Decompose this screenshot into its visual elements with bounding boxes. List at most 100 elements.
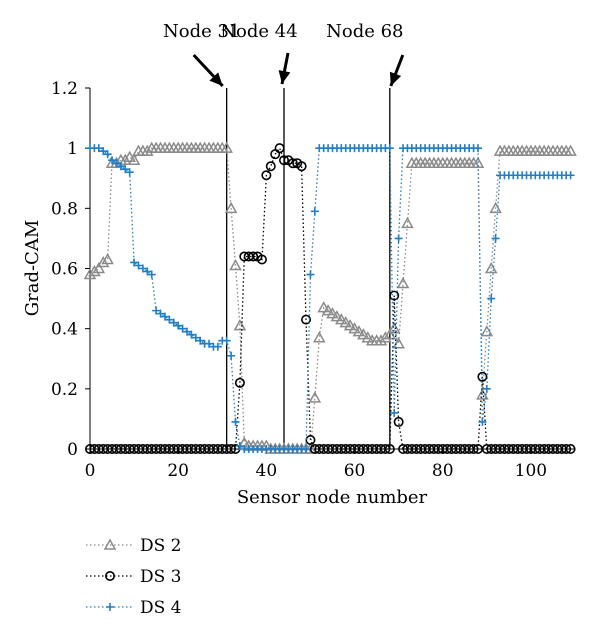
data-point bbox=[226, 443, 237, 454]
data-point bbox=[121, 165, 130, 174]
data-point bbox=[374, 334, 388, 346]
series-layer bbox=[83, 141, 577, 454]
x-tick-label: 40 bbox=[256, 461, 278, 481]
legend-label: DS 4 bbox=[140, 598, 182, 618]
data-point bbox=[108, 156, 117, 165]
data-point bbox=[312, 331, 326, 343]
x-tick-label: 20 bbox=[167, 461, 189, 481]
data-point bbox=[235, 441, 244, 450]
data-point bbox=[123, 150, 136, 162]
data-point bbox=[306, 270, 315, 279]
annotation-arrow-head bbox=[278, 70, 291, 84]
legend-item: DS 4 bbox=[86, 598, 182, 618]
y-tick-label: 1.2 bbox=[51, 79, 78, 99]
data-point bbox=[326, 307, 339, 319]
series-line bbox=[90, 147, 571, 450]
data-point bbox=[296, 161, 307, 172]
data-point bbox=[484, 261, 498, 274]
legend-marker bbox=[105, 570, 116, 581]
data-point bbox=[566, 171, 575, 180]
data-point bbox=[339, 316, 353, 328]
data-point bbox=[274, 143, 285, 154]
data-point bbox=[234, 377, 245, 388]
data-point bbox=[482, 384, 491, 393]
data-point bbox=[489, 201, 502, 214]
data-point bbox=[147, 270, 156, 279]
y-tick-label: 0.2 bbox=[51, 380, 78, 400]
data-point bbox=[394, 234, 403, 243]
annotation-arrow-head bbox=[389, 71, 402, 86]
data-point bbox=[477, 371, 488, 382]
x-tick-label: 100 bbox=[515, 461, 547, 481]
series-line bbox=[89, 147, 571, 450]
data-point bbox=[134, 261, 143, 270]
data-point bbox=[287, 158, 298, 169]
data-point bbox=[227, 351, 236, 360]
data-point bbox=[94, 144, 103, 153]
data-point bbox=[396, 276, 410, 289]
data-point bbox=[220, 141, 233, 153]
data-point bbox=[561, 443, 572, 454]
data-point bbox=[92, 261, 106, 274]
data-point bbox=[565, 443, 576, 454]
data-point bbox=[321, 304, 335, 316]
node-annotation-label: Node 44 bbox=[220, 21, 297, 42]
data-point bbox=[278, 155, 289, 166]
y-tick-label: 1 bbox=[67, 139, 78, 159]
data-point bbox=[476, 388, 489, 400]
data-point bbox=[130, 258, 139, 267]
data-point bbox=[357, 328, 370, 340]
data-point bbox=[96, 255, 110, 268]
data-point bbox=[564, 144, 577, 156]
x-tick-label: 80 bbox=[432, 461, 454, 481]
data-point bbox=[308, 391, 322, 403]
data-point bbox=[265, 161, 276, 172]
data-point bbox=[301, 314, 312, 325]
legend-label: DS 2 bbox=[140, 536, 182, 556]
data-point bbox=[116, 162, 125, 171]
data-point bbox=[343, 319, 357, 331]
legend: DS 2 DS 3 DS 4 bbox=[86, 536, 182, 618]
data-point bbox=[205, 339, 214, 348]
data-point bbox=[305, 434, 316, 445]
y-tick-label: 0 bbox=[67, 440, 78, 460]
data-point bbox=[487, 294, 496, 303]
y-tick-label: 0.4 bbox=[51, 320, 78, 340]
data-point bbox=[231, 417, 240, 426]
x-tick-label: 0 bbox=[85, 461, 96, 481]
data-point bbox=[178, 324, 187, 333]
data-point bbox=[330, 310, 344, 322]
data-point bbox=[101, 252, 114, 265]
data-point bbox=[112, 159, 121, 168]
data-point bbox=[480, 325, 494, 337]
data-point bbox=[83, 267, 97, 280]
data-point bbox=[141, 144, 154, 156]
data-point bbox=[389, 290, 400, 301]
data-point bbox=[187, 330, 196, 339]
data-point bbox=[261, 170, 272, 181]
chart-axes: 0 0.2 0.4 0.6 0.8 1 1.2 0 20 40 60 80 100 bbox=[51, 79, 575, 481]
data-point bbox=[183, 327, 191, 336]
series-ds-3 bbox=[85, 143, 576, 454]
data-point bbox=[127, 153, 141, 165]
data-point bbox=[474, 144, 482, 153]
data-point bbox=[174, 321, 183, 330]
node-annotation-label: Node 68 bbox=[326, 21, 403, 42]
data-point bbox=[99, 147, 108, 156]
data-point bbox=[143, 267, 152, 276]
data-point bbox=[401, 216, 414, 229]
data-point bbox=[379, 331, 392, 343]
data-point bbox=[229, 258, 242, 271]
series-ds-4 bbox=[86, 144, 575, 453]
series-line bbox=[90, 146, 571, 450]
data-point bbox=[165, 315, 174, 324]
data-point bbox=[317, 301, 330, 313]
y-tick-label: 0.8 bbox=[51, 199, 78, 219]
node-annotation-label: Node 31 bbox=[163, 21, 240, 42]
data-point bbox=[471, 156, 485, 168]
data-point bbox=[152, 306, 161, 315]
data-point bbox=[310, 207, 319, 216]
data-point bbox=[256, 254, 267, 265]
data-point bbox=[248, 251, 259, 262]
